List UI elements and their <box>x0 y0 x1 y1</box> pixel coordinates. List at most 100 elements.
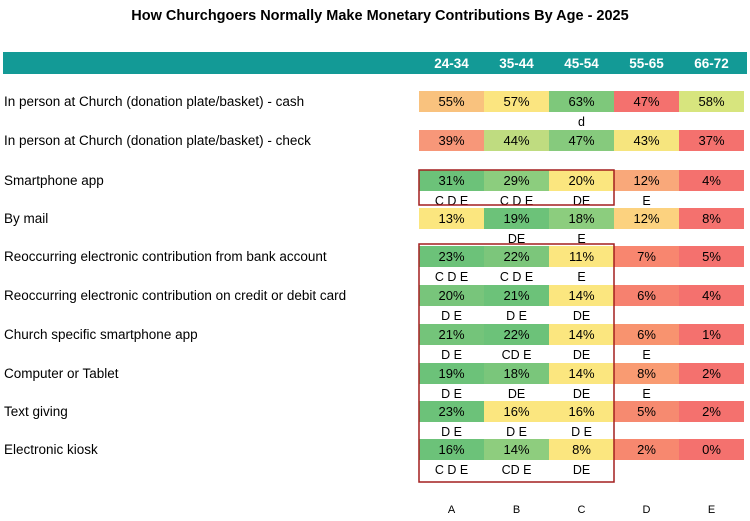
row-label: In person at Church (donation plate/bask… <box>4 94 304 109</box>
value-label: 39% <box>438 133 464 148</box>
value-label: 11% <box>569 249 594 264</box>
value-label: 44% <box>503 133 529 148</box>
value-label: 55% <box>438 94 464 109</box>
value-label: 22% <box>503 249 529 264</box>
value-cell <box>679 208 744 229</box>
value-label: 6% <box>637 288 656 303</box>
column-letter: E <box>708 504 715 516</box>
value-label: 8% <box>572 442 591 457</box>
value-label: 12% <box>633 211 659 226</box>
column-header: 45-54 <box>564 56 599 71</box>
value-cell <box>614 170 679 191</box>
significance-label: C D E <box>435 270 468 284</box>
row-label: Reoccurring electronic contribution from… <box>4 249 327 264</box>
value-cell <box>614 324 679 345</box>
row-label: By mail <box>4 211 48 226</box>
value-cell <box>679 401 744 422</box>
value-label: 18% <box>503 366 529 381</box>
value-label: 12% <box>633 173 659 188</box>
value-cell <box>614 246 679 267</box>
significance-label: DE <box>573 309 590 323</box>
value-label: 16% <box>568 404 594 419</box>
value-label: 14% <box>568 327 594 342</box>
significance-label: E <box>642 348 650 362</box>
value-label: 43% <box>633 133 659 148</box>
value-cell <box>484 285 549 306</box>
row-label: In person at Church (donation plate/bask… <box>4 133 311 148</box>
chart-title: How Churchgoers Normally Make Monetary C… <box>131 8 628 24</box>
value-cell <box>419 170 484 191</box>
value-cell <box>679 170 744 191</box>
header-bar <box>3 52 747 74</box>
value-cell <box>484 401 549 422</box>
value-cell <box>419 246 484 267</box>
value-cell <box>419 324 484 345</box>
significance-label: D E <box>571 425 592 439</box>
value-cell <box>484 246 549 267</box>
value-label: 8% <box>637 366 656 381</box>
value-label: 2% <box>702 366 721 381</box>
value-cell <box>679 246 744 267</box>
value-cell <box>549 170 614 191</box>
significance-label: CD E <box>502 463 532 477</box>
value-cell <box>679 439 744 460</box>
value-label: 47% <box>568 133 594 148</box>
significance-label: E <box>642 194 650 208</box>
value-label: 19% <box>438 366 464 381</box>
value-cell <box>614 91 679 112</box>
row-label: Smartphone app <box>4 173 104 188</box>
significance-label: C D E <box>500 194 533 208</box>
significance-label: DE <box>508 232 525 246</box>
significance-label: CD E <box>502 348 532 362</box>
value-cell <box>419 130 484 151</box>
value-label: 8% <box>702 211 721 226</box>
significance-label: D E <box>441 309 462 323</box>
value-cell <box>549 208 614 229</box>
value-cell <box>484 130 549 151</box>
row-label: Church specific smartphone app <box>4 327 198 342</box>
value-cell <box>614 401 679 422</box>
significance-label: DE <box>573 463 590 477</box>
significance-label: D E <box>441 387 462 401</box>
value-label: 57% <box>503 94 529 109</box>
highlight-box <box>418 169 615 206</box>
value-label: 29% <box>503 173 529 188</box>
column-header: 66-72 <box>694 56 729 71</box>
value-label: 63% <box>568 94 594 109</box>
highlight-box <box>418 243 615 483</box>
value-cell <box>679 324 744 345</box>
value-cell <box>419 208 484 229</box>
value-label: 37% <box>698 133 724 148</box>
value-cell <box>679 91 744 112</box>
value-cell <box>419 401 484 422</box>
value-label: 4% <box>702 288 721 303</box>
value-label: 21% <box>503 288 529 303</box>
value-cell <box>679 130 744 151</box>
value-label: 21% <box>438 327 464 342</box>
significance-label: C D E <box>435 194 468 208</box>
column-letter: D <box>643 504 651 516</box>
value-label: 18% <box>568 211 594 226</box>
value-label: 5% <box>637 404 656 419</box>
value-label: 5% <box>702 249 721 264</box>
value-label: 2% <box>637 442 656 457</box>
value-cell <box>484 208 549 229</box>
value-cell <box>549 439 614 460</box>
value-cell <box>484 170 549 191</box>
value-label: 16% <box>438 442 464 457</box>
value-cell <box>549 246 614 267</box>
value-label: 13% <box>438 211 464 226</box>
value-label: 19% <box>503 211 529 226</box>
value-label: 7% <box>637 249 656 264</box>
value-cell <box>419 285 484 306</box>
value-label: 14% <box>568 366 594 381</box>
value-label: 4% <box>702 173 721 188</box>
value-label: 31% <box>438 173 464 188</box>
value-cell <box>549 130 614 151</box>
significance-label: D E <box>441 348 462 362</box>
significance-label: d <box>578 115 585 129</box>
value-cell <box>419 91 484 112</box>
value-cell <box>549 91 614 112</box>
column-header: 24-34 <box>434 56 469 71</box>
